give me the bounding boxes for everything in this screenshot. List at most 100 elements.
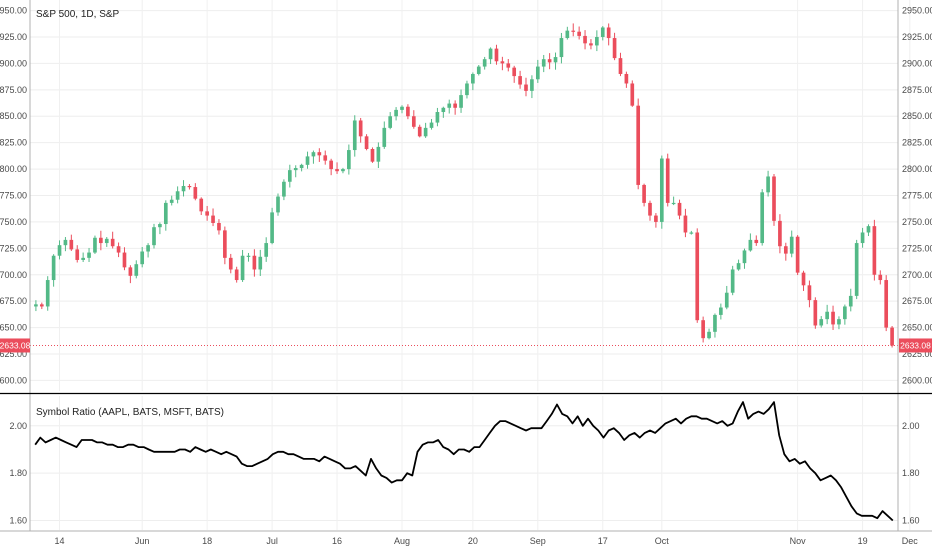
candle-body bbox=[39, 304, 44, 307]
price-tick-label-right: 2700.00 bbox=[902, 270, 932, 280]
candle-body bbox=[453, 103, 457, 108]
price-tick-label-right: 2875.00 bbox=[902, 85, 932, 95]
candle-body bbox=[524, 84, 528, 91]
candle-body bbox=[429, 122, 434, 128]
candle-body bbox=[547, 59, 552, 63]
candle-body bbox=[81, 257, 85, 260]
candle-body bbox=[234, 269, 239, 281]
candle-body bbox=[695, 232, 700, 321]
candle-body bbox=[287, 170, 292, 182]
candle-body bbox=[719, 307, 723, 315]
candle-body bbox=[335, 169, 339, 172]
candle-body bbox=[772, 176, 776, 221]
candle-body bbox=[181, 185, 186, 192]
time-tick-label: Oct bbox=[655, 536, 670, 546]
candle-body bbox=[689, 232, 694, 234]
grid-layer bbox=[30, 0, 911, 530]
candle-body bbox=[848, 295, 853, 307]
time-tick-label: Jul bbox=[266, 536, 278, 546]
candle-body bbox=[93, 237, 97, 253]
candle-body bbox=[565, 30, 570, 39]
candle-body bbox=[370, 149, 375, 162]
candle-body bbox=[311, 152, 316, 157]
price-tick-label-right: 2900.00 bbox=[902, 58, 932, 68]
price-tick-label-right: 2675.00 bbox=[902, 296, 932, 306]
candle-body bbox=[825, 311, 829, 320]
candle-body bbox=[736, 263, 741, 270]
candle-body bbox=[228, 257, 233, 270]
candle-body bbox=[837, 319, 841, 325]
candle-body bbox=[471, 73, 475, 84]
candle-body bbox=[217, 222, 221, 231]
candle-layer bbox=[30, 23, 898, 348]
candle-body bbox=[199, 198, 204, 212]
candle-body bbox=[364, 136, 369, 150]
candle-body bbox=[110, 238, 115, 247]
last-price-label-right: 2633.08 bbox=[900, 340, 931, 350]
candle-body bbox=[854, 243, 859, 296]
time-tick-label: 16 bbox=[332, 536, 342, 546]
candle-body bbox=[435, 112, 440, 123]
candle-body bbox=[618, 58, 623, 74]
price-tick-label-right: 2775.00 bbox=[902, 191, 932, 201]
candle-body bbox=[512, 67, 517, 77]
time-tick-label: Nov bbox=[790, 536, 807, 546]
candle-body bbox=[612, 38, 617, 59]
candle-body bbox=[500, 61, 505, 64]
candle-body bbox=[87, 252, 91, 258]
candle-body bbox=[878, 274, 883, 281]
candle-body bbox=[223, 230, 227, 258]
candle-body bbox=[707, 331, 711, 339]
candle-body bbox=[648, 202, 652, 216]
candle-body bbox=[624, 73, 629, 84]
candle-body bbox=[305, 156, 310, 165]
time-tick-label: 14 bbox=[55, 536, 65, 546]
price-tick-label-left: 2850.00 bbox=[0, 111, 27, 121]
candle-body bbox=[642, 184, 646, 203]
candle-body bbox=[583, 35, 587, 44]
time-tick-label: 20 bbox=[468, 536, 478, 546]
candle-body bbox=[146, 245, 150, 252]
candle-body bbox=[789, 236, 794, 254]
candle-body bbox=[122, 252, 127, 268]
candle-body bbox=[459, 95, 463, 108]
candle-body bbox=[270, 212, 274, 244]
price-tick-label-left: 2875.00 bbox=[0, 85, 27, 95]
candle-body bbox=[683, 215, 688, 233]
candle-body bbox=[819, 319, 824, 326]
candle-body bbox=[329, 160, 333, 170]
candle-body bbox=[276, 196, 280, 213]
candle-body bbox=[636, 105, 641, 185]
price-tick-label-right: 2725.00 bbox=[902, 243, 932, 253]
candle-body bbox=[677, 202, 682, 216]
candle-body bbox=[541, 59, 546, 67]
price-tick-label-left: 2750.00 bbox=[0, 217, 27, 227]
price-tick-label-right: 2750.00 bbox=[902, 217, 932, 227]
candle-body bbox=[299, 164, 304, 169]
candle-body bbox=[494, 48, 499, 62]
candle-body bbox=[282, 181, 286, 197]
candle-body bbox=[488, 48, 493, 60]
candle-body bbox=[571, 30, 576, 32]
candle-body bbox=[778, 220, 782, 247]
candle-body bbox=[169, 199, 174, 203]
candle-body bbox=[388, 116, 393, 128]
time-tick-label: Dec bbox=[902, 536, 919, 546]
candle-body bbox=[158, 224, 162, 228]
candle-body bbox=[99, 237, 103, 244]
candle-body bbox=[423, 127, 428, 137]
candle-body bbox=[51, 255, 56, 281]
candle-body bbox=[748, 239, 753, 251]
candle-body bbox=[754, 239, 759, 244]
candle-body bbox=[394, 109, 398, 117]
candle-body bbox=[358, 120, 363, 137]
price-tick-label-left: 2950.00 bbox=[0, 6, 27, 16]
time-tick-label: 17 bbox=[598, 536, 608, 546]
candle-body bbox=[116, 246, 121, 253]
time-tick-label: Sep bbox=[530, 536, 546, 546]
candle-body bbox=[535, 66, 540, 80]
time-tick-label: Jun bbox=[135, 536, 150, 546]
candle-body bbox=[807, 285, 812, 301]
candle-body bbox=[128, 267, 133, 276]
candle-body bbox=[57, 245, 62, 256]
